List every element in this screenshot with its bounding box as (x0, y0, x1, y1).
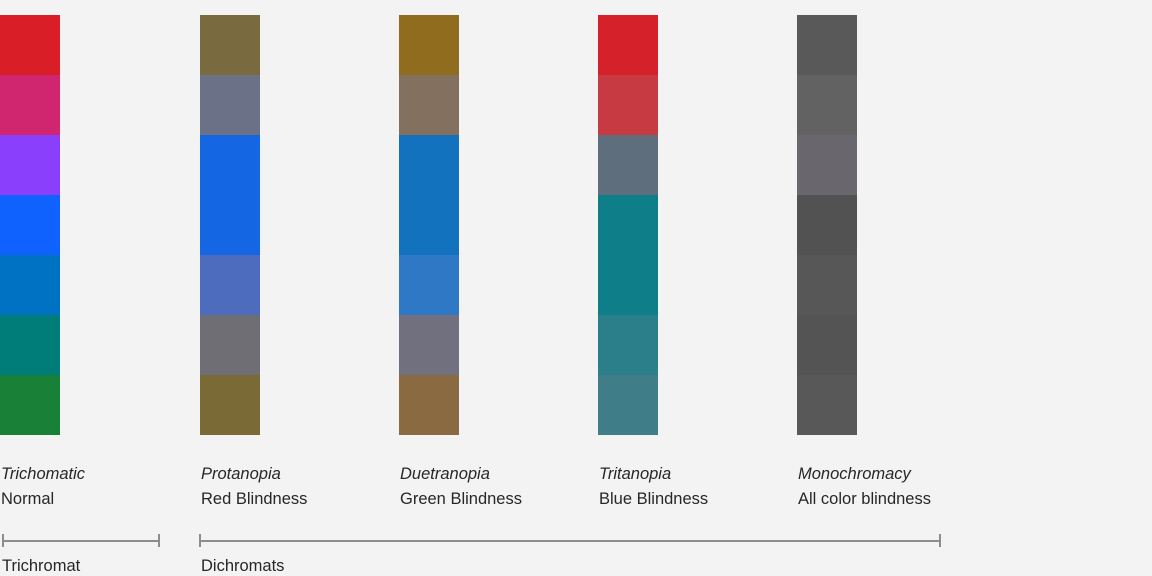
color-swatch-trichomatic-5 (0, 255, 60, 315)
color-swatch-monochromacy-7 (797, 375, 857, 435)
color-swatch-trichomatic-3 (0, 135, 60, 195)
column-subtitle: Red Blindness (201, 490, 308, 508)
color-swatch-trichomatic-7 (0, 375, 60, 435)
color-swatch-tritanopia-5 (598, 255, 658, 315)
column-label: Protanopia Red Blindness (201, 462, 307, 512)
column-label: Monochromacy All color blindness (798, 462, 931, 512)
color-swatch-tritanopia-6 (598, 315, 658, 375)
color-swatch-protanopia-3 (200, 135, 260, 195)
color-swatch-trichomatic-4 (0, 195, 60, 255)
bracket-trichromat (2, 534, 160, 547)
palette-column-monochromacy: Monochromacy All color blindness (797, 15, 931, 508)
column-title: Trichomatic (1, 465, 86, 483)
column-label: Duetranopia Green Blindness (400, 462, 522, 512)
color-swatch-tritanopia-4 (598, 195, 658, 255)
color-swatch-monochromacy-1 (797, 15, 857, 75)
palette-column-protanopia: Protanopia Red Blindness (200, 15, 307, 508)
bracket-label-dichromats: Dichromats (201, 557, 285, 575)
swatch-stack-monochromacy (797, 15, 857, 435)
color-swatch-protanopia-5 (200, 255, 260, 315)
color-swatch-duetranopia-5 (399, 255, 459, 315)
color-swatch-protanopia-2 (200, 75, 260, 135)
color-swatch-monochromacy-3 (797, 135, 857, 195)
color-swatch-duetranopia-7 (399, 375, 459, 435)
color-swatch-duetranopia-3 (399, 135, 459, 195)
color-swatch-protanopia-1 (200, 15, 260, 75)
swatch-stack-duetranopia (399, 15, 459, 435)
color-swatch-monochromacy-4 (797, 195, 857, 255)
palette-column-tritanopia: Tritanopia Blue Blindness (598, 15, 708, 508)
color-swatch-trichomatic-2 (0, 75, 60, 135)
color-swatch-tritanopia-2 (598, 75, 658, 135)
column-subtitle: All color blindness (798, 490, 931, 508)
column-subtitle: Blue Blindness (599, 490, 709, 508)
column-title: Protanopia (201, 465, 281, 483)
color-swatch-monochromacy-6 (797, 315, 857, 375)
color-swatch-duetranopia-2 (399, 75, 459, 135)
color-swatch-protanopia-6 (200, 315, 260, 375)
color-swatch-trichomatic-6 (0, 315, 60, 375)
color-swatch-tritanopia-7 (598, 375, 658, 435)
column-subtitle: Normal (1, 490, 55, 508)
swatch-stack-tritanopia (598, 15, 658, 435)
color-swatch-tritanopia-3 (598, 135, 658, 195)
bracket-dichromats (199, 534, 941, 547)
color-swatch-duetranopia-1 (399, 15, 459, 75)
swatch-stack-protanopia (200, 15, 260, 435)
palette-column-trichomatic: Trichomatic Normal (0, 15, 85, 508)
swatch-stack-trichomatic (0, 15, 60, 435)
color-swatch-monochromacy-5 (797, 255, 857, 315)
color-swatch-duetranopia-4 (399, 195, 459, 255)
color-swatch-protanopia-4 (200, 195, 260, 255)
palette-column-duetranopia: Duetranopia Green Blindness (399, 15, 522, 508)
color-swatch-protanopia-7 (200, 375, 260, 435)
column-title: Monochromacy (798, 465, 911, 483)
color-swatch-trichomatic-1 (0, 15, 60, 75)
column-title: Tritanopia (599, 465, 672, 483)
color-swatch-tritanopia-1 (598, 15, 658, 75)
column-title: Duetranopia (400, 465, 490, 483)
column-label: Trichomatic Normal (1, 462, 85, 512)
bracket-label-trichromat: Trichromat (2, 557, 81, 575)
column-subtitle: Green Blindness (400, 490, 522, 508)
color-swatch-monochromacy-2 (797, 75, 857, 135)
column-label: Tritanopia Blue Blindness (599, 462, 708, 512)
color-swatch-duetranopia-6 (399, 315, 459, 375)
